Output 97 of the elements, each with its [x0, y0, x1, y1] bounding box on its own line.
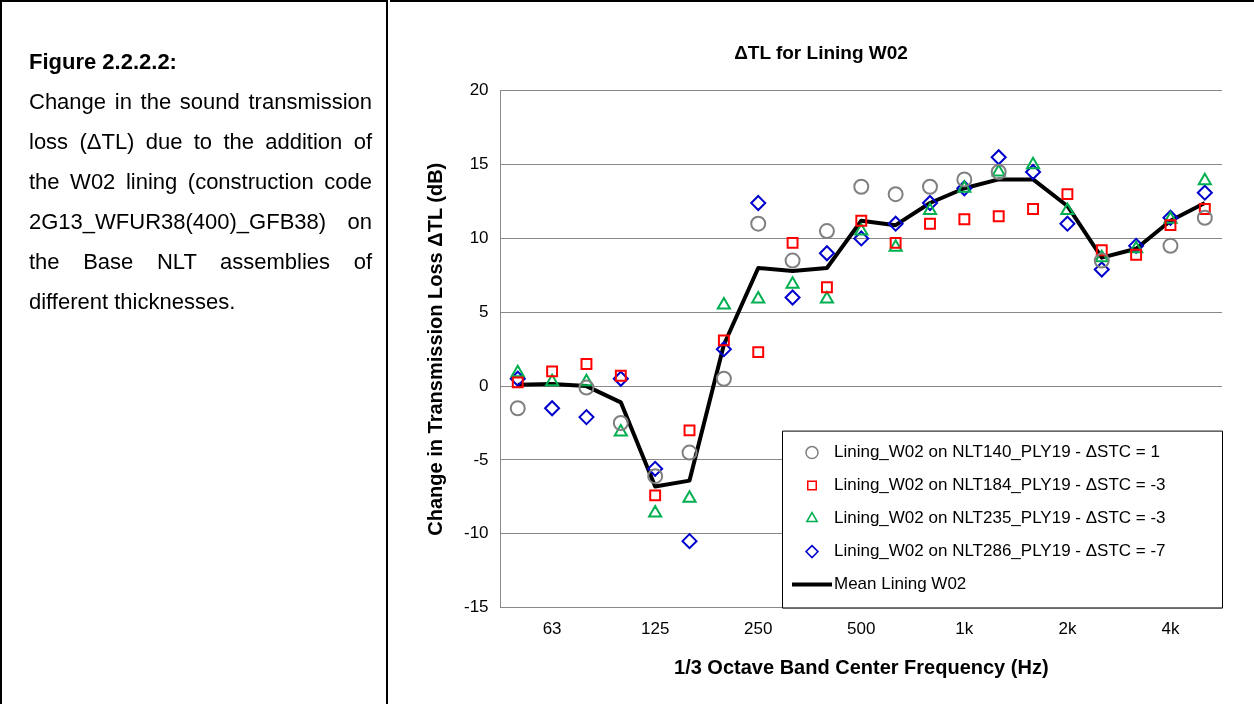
point — [752, 346, 765, 359]
point — [682, 490, 697, 503]
y-tick-label: -5 — [473, 449, 489, 469]
point — [921, 195, 938, 212]
point — [924, 217, 936, 230]
point — [716, 296, 731, 310]
point — [509, 370, 526, 387]
x-tick-label: 1k — [955, 619, 974, 639]
point — [717, 334, 730, 347]
x-tick-label: 63 — [542, 619, 562, 639]
point — [545, 373, 560, 387]
point — [578, 409, 595, 426]
point — [922, 202, 938, 215]
point — [715, 341, 732, 358]
legend-label: Lining_W02 on NLT140_PLY19 - ΔSTC = 1 — [834, 442, 1160, 462]
point — [544, 400, 561, 417]
point — [1060, 202, 1075, 215]
point — [1059, 215, 1076, 232]
point — [683, 424, 696, 437]
point — [511, 376, 524, 389]
point — [957, 180, 972, 193]
point — [1093, 261, 1110, 278]
point — [956, 180, 973, 197]
point — [647, 468, 664, 485]
chart-title: ΔTL for Lining W02 — [734, 41, 908, 63]
point — [887, 186, 904, 203]
x-axis-title: 1/3 Octave Band Center Frequency (Hz) — [674, 655, 1049, 678]
x-tick-label: 250 — [744, 619, 773, 639]
point — [785, 276, 800, 289]
point — [1025, 156, 1041, 170]
point — [1025, 164, 1042, 181]
legend-label: Mean Lining W02 — [834, 574, 967, 594]
caption: Figure 2.2.2.2: — [29, 48, 178, 76]
x-tick-label: 4k — [1161, 619, 1180, 639]
point — [750, 195, 767, 212]
point — [681, 444, 698, 461]
point — [579, 373, 594, 387]
x-tick-label: 500 — [847, 619, 876, 639]
legend-label: Lining_W02 on NLT184_PLY19 - ΔSTC = -3 — [834, 475, 1166, 495]
y-tick-label: -15 — [463, 597, 489, 617]
point — [1196, 209, 1213, 226]
point — [921, 178, 938, 195]
x-tick-label: 125 — [640, 619, 670, 639]
point — [786, 236, 799, 249]
point — [784, 252, 801, 269]
point — [578, 379, 595, 396]
legend-label: Lining_W02 on NLT235_PLY19 - ΔSTC = -3 — [834, 508, 1166, 528]
point — [647, 460, 664, 477]
point — [990, 149, 1007, 166]
point — [818, 245, 835, 262]
y-tick-label: 5 — [479, 301, 489, 321]
point — [1027, 202, 1039, 215]
point — [509, 400, 526, 417]
point — [854, 223, 869, 236]
y-tick-label: -10 — [463, 523, 489, 543]
point — [750, 215, 767, 232]
point — [612, 370, 629, 387]
legend-label: Lining_W02 on NLT286_PLY19 - ΔSTC = -7 — [834, 541, 1166, 561]
point — [992, 210, 1005, 223]
point — [853, 178, 870, 195]
y-axis-title: Change in Transmission Loss ΔTL (dB) — [423, 162, 446, 536]
point — [853, 230, 870, 247]
point — [1094, 249, 1109, 263]
point — [1095, 244, 1108, 257]
point — [990, 164, 1007, 181]
point — [1061, 188, 1074, 201]
point — [649, 489, 662, 502]
point — [819, 291, 834, 304]
point — [648, 505, 663, 518]
point — [956, 171, 973, 188]
point — [681, 533, 698, 550]
y-tick-label: 10 — [469, 228, 489, 248]
point — [1196, 184, 1213, 201]
text: Change in the sound transmission loss (ΔTL) due to the addition of the W02 lining (construction code 2G13_WFUR38(400)_GFB38) on the Base NLT assemblies of different thicknesses. — [29, 88, 372, 316]
point — [818, 223, 835, 240]
point — [613, 423, 628, 437]
point — [1130, 248, 1143, 261]
point — [1198, 202, 1211, 215]
x-tick-label: 2k — [1058, 619, 1077, 639]
point — [580, 358, 593, 370]
point — [820, 281, 833, 294]
y-tick-label: 15 — [469, 154, 489, 174]
point — [958, 213, 971, 226]
point — [1162, 237, 1179, 254]
point — [1197, 172, 1212, 186]
point — [784, 289, 801, 306]
point — [510, 364, 525, 378]
point — [751, 291, 766, 304]
y-tick-label: 0 — [479, 375, 489, 395]
point — [1093, 252, 1110, 269]
point — [715, 370, 732, 387]
point — [546, 365, 559, 378]
y-tick-label: 20 — [469, 80, 489, 100]
point — [855, 214, 868, 227]
point — [887, 215, 904, 232]
point — [1164, 219, 1177, 232]
point — [612, 415, 629, 432]
